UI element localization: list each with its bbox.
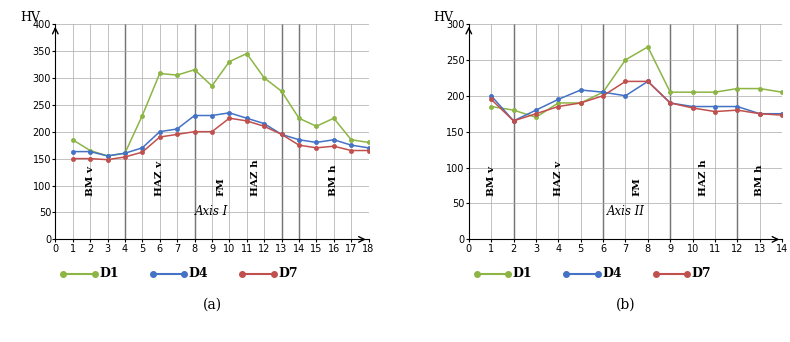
Text: D7: D7 (691, 267, 711, 280)
Text: BM h: BM h (755, 165, 764, 196)
Text: HAZ v: HAZ v (554, 161, 562, 196)
Text: HAZ v: HAZ v (155, 161, 164, 196)
Text: FM: FM (632, 177, 641, 196)
Text: D4: D4 (602, 267, 622, 280)
Text: D4: D4 (189, 267, 208, 280)
Text: FM: FM (216, 177, 225, 196)
Text: D7: D7 (278, 267, 298, 280)
Y-axis label: HV: HV (434, 11, 453, 24)
Text: D1: D1 (513, 267, 532, 280)
Y-axis label: HV: HV (21, 11, 40, 24)
Text: HAZ h: HAZ h (699, 160, 709, 196)
Text: Axis I: Axis I (195, 205, 228, 218)
Text: BM h: BM h (329, 165, 338, 196)
Text: (b): (b) (615, 298, 635, 311)
Text: HAZ h: HAZ h (251, 160, 260, 196)
Text: (a): (a) (202, 298, 221, 311)
Text: Axis II: Axis II (607, 205, 645, 218)
Text: BM v: BM v (85, 166, 95, 196)
Text: BM v: BM v (487, 166, 495, 196)
Text: D1: D1 (99, 267, 118, 280)
